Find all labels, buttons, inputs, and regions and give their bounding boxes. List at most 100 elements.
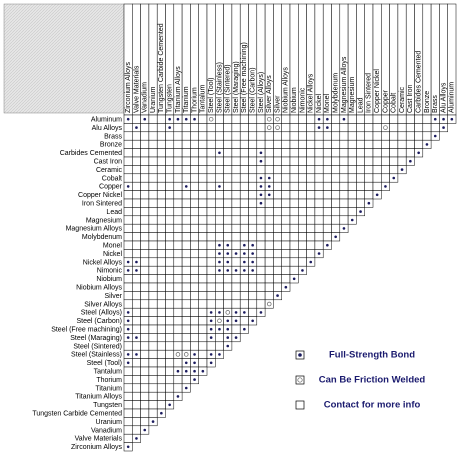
matrix-cell [239,215,249,225]
matrix-cell [173,341,183,351]
matrix-cell [248,307,258,317]
matrix-cell [148,324,158,334]
matrix-cell [339,198,349,208]
matrix-cell [248,291,258,301]
matrix-cell [281,265,291,275]
column-label: Lead [357,97,364,113]
matrix-cell [181,139,191,149]
matrix-cell [264,291,274,301]
full-strength-dot [301,269,304,272]
matrix-cell [231,173,241,183]
column-label: Cobalt [391,93,398,113]
matrix-cell [223,232,233,242]
matrix-cell [123,240,133,250]
full-strength-dot [284,285,288,289]
matrix-cell [173,358,183,368]
full-strength-dot [193,117,196,121]
full-strength-dot [292,277,296,281]
matrix-cell [364,173,374,183]
matrix-cell [322,232,332,242]
matrix-cell [140,417,150,427]
matrix-cell [181,316,191,326]
matrix-cell [132,383,141,393]
matrix-cell [123,198,133,208]
column-label: Thorium [191,87,198,113]
matrix-cell [173,232,183,242]
full-strength-dot [392,176,396,180]
matrix-cell [173,249,183,259]
matrix-cell [198,307,208,317]
matrix-cell [132,223,141,233]
matrix-cell [132,156,141,166]
matrix-cell [206,190,216,200]
matrix-cell [239,223,249,233]
column-label: Uranium [150,86,157,113]
matrix-cell [148,156,158,166]
matrix-cell [256,282,266,292]
matrix-cell [239,299,249,309]
matrix-cell [156,123,166,133]
matrix-cell [190,299,199,309]
matrix-cell [190,181,199,191]
full-strength-dot [234,336,238,339]
full-strength-dot [143,428,147,432]
matrix-cell [173,324,183,334]
matrix-cell [239,207,249,217]
matrix-cell [314,181,324,191]
matrix-cell [165,391,175,401]
legend-label: Contact for more info [324,400,421,411]
matrix-cell [181,375,191,385]
matrix-cell [156,207,166,217]
full-strength-dot [126,445,130,449]
full-strength-dot [267,193,271,197]
matrix-cell [356,181,365,191]
matrix-cell [198,148,208,158]
matrix-cell [156,349,166,359]
matrix-cell [140,307,150,317]
matrix-cell [289,165,299,175]
matrix-cell [173,265,183,275]
matrix-cell [156,333,166,343]
row-label: Steel (Carbon) [76,318,122,325]
full-strength-dot [226,327,230,331]
matrix-cell [198,265,208,275]
matrix-cell [231,240,241,250]
legend-box [295,400,305,410]
full-strength-dot [342,227,346,230]
matrix-cell [314,232,324,242]
matrix-cell [198,349,208,359]
matrix-cell [331,139,341,149]
matrix-cell [339,139,349,149]
matrix-cell [389,123,399,133]
matrix-cell [256,249,266,259]
matrix-cell [132,173,141,183]
matrix-cell [273,173,282,183]
matrix-cell [173,215,183,225]
matrix-cell [132,181,141,191]
full-strength-dot [234,319,238,323]
matrix-cell [356,198,365,208]
matrix-cell [422,123,432,133]
matrix-cell [165,383,175,393]
matrix-cell [198,232,208,242]
matrix-cell [248,207,258,217]
matrix-cell [231,198,241,208]
matrix-cell [264,156,274,166]
matrix-cell [181,198,191,208]
matrix-cell [165,324,175,334]
matrix-cell [289,265,299,275]
matrix-cell [132,148,141,158]
matrix-cell [190,291,199,301]
matrix-cell [381,131,390,141]
matrix-cell [289,173,299,183]
matrix-cell [132,190,141,200]
matrix-cell [364,165,374,175]
matrix-cell [322,131,332,141]
full-strength-dot [126,260,130,264]
matrix-cell [372,139,382,149]
matrix-cell [198,249,208,259]
matrix-cell [364,190,374,200]
matrix-cell [123,215,133,225]
row-label: Copper Nickel [78,192,122,199]
matrix-cell [256,207,266,217]
